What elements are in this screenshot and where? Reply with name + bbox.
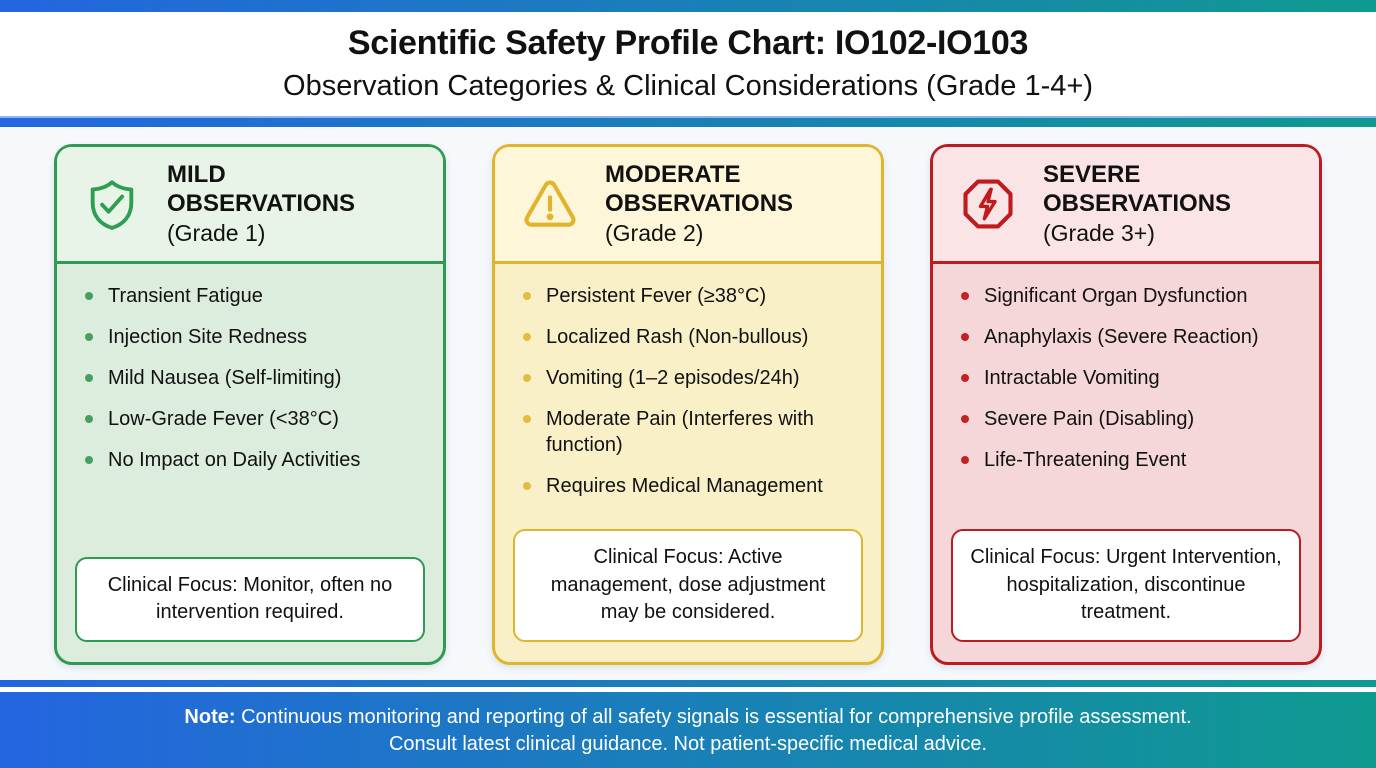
footer-gap xyxy=(0,687,1376,692)
hazard-octagon-bolt-icon xyxy=(959,175,1017,233)
list-item: Transient Fatigue xyxy=(75,283,425,309)
list-item: Severe Pain (Disabling) xyxy=(951,406,1301,432)
shield-check-icon xyxy=(83,175,141,233)
page-subtitle: Observation Categories & Clinical Consid… xyxy=(283,70,1093,102)
list-item: Moderate Pain (Interferes with function) xyxy=(513,406,863,458)
card-title: SEVERE OBSERVATIONS xyxy=(1043,161,1232,218)
list-item: No Impact on Daily Activities xyxy=(75,447,425,473)
observation-list-moderate: Persistent Fever (≥38°C) Localized Rash … xyxy=(513,283,863,514)
card-moderate-observations: MODERATE OBSERVATIONS (Grade 2) Persiste… xyxy=(492,144,884,665)
list-item: Injection Site Redness xyxy=(75,324,425,350)
observation-list-severe: Significant Organ Dysfunction Anaphylaxi… xyxy=(951,283,1301,488)
list-item: Requires Medical Management xyxy=(513,473,863,499)
clinical-focus-box-severe: Clinical Focus: Urgent Intervention, hos… xyxy=(951,529,1301,642)
card-header-mild: MILD OBSERVATIONS (Grade 1) xyxy=(57,147,443,265)
top-accent-bar xyxy=(0,0,1376,12)
list-item: Localized Rash (Non-bullous) xyxy=(513,324,863,350)
header-divider xyxy=(0,116,1376,127)
card-grade: (Grade 2) xyxy=(605,219,704,246)
card-severe-observations: SEVERE OBSERVATIONS (Grade 3+) Significa… xyxy=(930,144,1322,665)
note-label: Note: xyxy=(184,706,236,728)
footer-note: Note: Continuous monitoring and reportin… xyxy=(0,692,1376,768)
warning-triangle-icon xyxy=(521,175,579,233)
list-item: Life-Threatening Event xyxy=(951,447,1301,473)
note-text: Continuous monitoring and reporting of a… xyxy=(241,706,1192,728)
footer-note-line1: Note: Continuous monitoring and reportin… xyxy=(0,704,1376,731)
card-heading-text: SEVERE OBSERVATIONS (Grade 3+) xyxy=(1043,160,1268,248)
card-body-moderate: Persistent Fever (≥38°C) Localized Rash … xyxy=(495,264,881,662)
footer-note-line2: Consult latest clinical guidance. Not pa… xyxy=(388,733,988,755)
observation-list-mild: Transient Fatigue Injection Site Redness… xyxy=(75,283,425,488)
list-item: Mild Nausea (Self-limiting) xyxy=(75,365,425,391)
card-body-mild: Transient Fatigue Injection Site Redness… xyxy=(57,264,443,662)
card-body-severe: Significant Organ Dysfunction Anaphylaxi… xyxy=(933,264,1319,662)
card-grade: (Grade 1) xyxy=(167,219,266,246)
card-title: MODERATE OBSERVATIONS xyxy=(605,161,794,218)
footer-accent-strip xyxy=(0,680,1376,687)
list-item: Low-Grade Fever (<38°C) xyxy=(75,406,425,432)
page-title: Scientific Safety Profile Chart: IO102-I… xyxy=(347,24,1029,62)
list-item: Anaphylaxis (Severe Reaction) xyxy=(951,324,1301,350)
card-header-severe: SEVERE OBSERVATIONS (Grade 3+) xyxy=(933,147,1319,265)
card-heading-text: MILD OBSERVATIONS (Grade 1) xyxy=(167,160,392,248)
card-title: MILD OBSERVATIONS xyxy=(167,161,356,218)
list-item: Significant Organ Dysfunction xyxy=(951,283,1301,309)
clinical-focus-box-moderate: Clinical Focus: Active management, dose … xyxy=(513,529,863,642)
card-mild-observations: MILD OBSERVATIONS (Grade 1) Transient Fa… xyxy=(54,144,446,665)
list-item: Intractable Vomiting xyxy=(951,365,1301,391)
card-grade: (Grade 3+) xyxy=(1043,219,1155,246)
list-item: Vomiting (1–2 episodes/24h) xyxy=(513,365,863,391)
page-header: Scientific Safety Profile Chart: IO102-I… xyxy=(0,12,1376,116)
card-heading-text: MODERATE OBSERVATIONS (Grade 2) xyxy=(605,160,830,248)
cards-container: MILD OBSERVATIONS (Grade 1) Transient Fa… xyxy=(0,127,1376,680)
clinical-focus-box-mild: Clinical Focus: Monitor, often no interv… xyxy=(75,556,425,642)
card-header-moderate: MODERATE OBSERVATIONS (Grade 2) xyxy=(495,147,881,265)
list-item: Persistent Fever (≥38°C) xyxy=(513,283,863,309)
